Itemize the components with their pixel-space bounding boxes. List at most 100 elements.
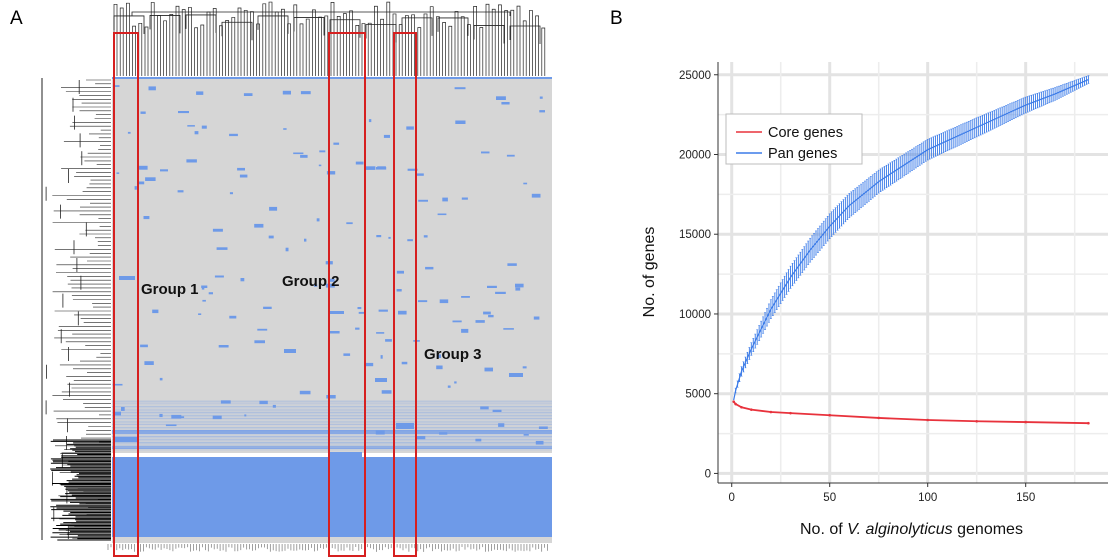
- core-genes-point: [734, 402, 737, 406]
- column-tick-labels: [107, 544, 548, 552]
- heatmap-cell: [439, 299, 449, 304]
- core-genes-point: [769, 410, 773, 414]
- dendrogram-branch: [349, 10, 353, 76]
- dendrogram-branch: [437, 17, 469, 36]
- heatmap-cell: [187, 125, 195, 127]
- heatmap-cell: [454, 87, 466, 90]
- heatmap-accessory-row: [112, 413, 552, 415]
- heatmap-cell: [355, 161, 364, 165]
- heatmap-cell: [160, 169, 168, 172]
- dendrogram-branch: [374, 5, 378, 76]
- heatmap-cell: [314, 284, 318, 287]
- core-genes-point: [926, 418, 929, 422]
- axis-ticks: 0 5000 10000 15000 20000 25000 0 50 100 150: [679, 70, 1035, 504]
- heatmap-cell: [475, 320, 485, 323]
- dendrogram-branch: [386, 1, 391, 76]
- heatmap-cell: [229, 315, 237, 319]
- dendrogram-branch: [429, 6, 434, 76]
- dendrogram-branch: [460, 16, 465, 76]
- heatmap-accessory-row: [112, 403, 552, 404]
- group-highlights: [113, 32, 417, 557]
- heatmap-cell: [214, 275, 224, 278]
- group-3-highlight-box: [393, 32, 417, 557]
- dendrogram-branch: [126, 2, 130, 76]
- heatmap-accessory-row: [112, 400, 552, 401]
- heatmap-accessory-row: [112, 425, 552, 427]
- dendrogram-branch: [268, 1, 273, 76]
- heatmap-cell: [364, 362, 374, 367]
- heatmap-cell: [357, 307, 362, 310]
- heatmap-cell: [240, 278, 245, 282]
- heatmap-cell: [376, 235, 382, 238]
- heatmap-cell: [380, 355, 383, 359]
- core-genes-point: [740, 405, 743, 409]
- heatmap-cell: [418, 300, 428, 303]
- heatmap-cell: [483, 311, 491, 315]
- heatmap-cell: [396, 289, 402, 292]
- heatmap-cell: [165, 424, 177, 427]
- heatmap-cell: [283, 128, 287, 130]
- heatmap-cell: [398, 310, 407, 315]
- heatmap-cell: [119, 276, 135, 280]
- heatmap-cell: [436, 354, 441, 358]
- heatmap-cell: [152, 309, 159, 314]
- heatmap-cell: [143, 216, 150, 220]
- heatmap-accessory-row: [112, 434, 552, 436]
- dendrogram-branch: [212, 8, 217, 76]
- dendrogram-branch: [448, 25, 453, 76]
- dendrogram-branch: [188, 7, 192, 76]
- heatmap-cell: [239, 174, 248, 178]
- x-tick-label: 150: [1016, 492, 1035, 504]
- dendrogram-branch: [318, 16, 322, 76]
- heatmap-accessory-row: [112, 418, 552, 419]
- heatmap-cell: [396, 423, 414, 429]
- dendrogram-branch: [467, 24, 471, 76]
- dendrogram-branch: [401, 17, 433, 36]
- dendrogram-branch: [206, 11, 211, 76]
- heatmap-cell: [272, 404, 276, 408]
- core-genes-point: [828, 413, 832, 417]
- dendrogram-branch: [535, 15, 539, 76]
- dendrogram-branch: [436, 16, 440, 76]
- heatmap-cell: [461, 296, 470, 298]
- dendrogram-root: [131, 11, 511, 16]
- dendrogram-branch: [163, 20, 167, 76]
- heatmap-cell: [326, 171, 336, 175]
- core-genes-point: [877, 416, 881, 420]
- heatmap-cell: [121, 407, 125, 411]
- heatmap-cell: [492, 409, 502, 412]
- group-2-highlight-box: [328, 32, 366, 557]
- heatmap-cell: [325, 283, 335, 288]
- heatmap-dense-row: [112, 430, 552, 434]
- dendrogram-branch: [367, 22, 372, 76]
- heatmap-cell: [220, 400, 231, 404]
- y-tick-label: 25000: [679, 70, 711, 82]
- heatmap-cell: [140, 344, 148, 348]
- heatmap-cell: [254, 223, 264, 228]
- heatmap-cell: [115, 437, 137, 442]
- dendrogram-branch: [150, 2, 155, 76]
- heatmap-accessory-row: [112, 415, 552, 416]
- dendrogram-branch: [237, 7, 242, 76]
- heatmap-cell: [300, 154, 308, 158]
- legend-box: [725, 113, 863, 165]
- y-tick-label: 0: [705, 468, 711, 480]
- dendrogram-branch: [231, 17, 236, 76]
- heatmap-dense-row: [112, 446, 552, 449]
- dendrogram-branch: [194, 27, 198, 76]
- heatmap-accessory-row: [112, 401, 552, 403]
- heatmap-cell: [406, 126, 414, 130]
- heatmap-accessory-row: [112, 439, 552, 440]
- x-axis-title-suffix: genomes: [953, 521, 1023, 538]
- heatmap-accessory-row: [112, 419, 552, 421]
- dendrogram-branch: [299, 23, 304, 76]
- heatmap-cell: [244, 414, 247, 417]
- heatmap-cell: [481, 151, 490, 154]
- heatmap-cell: [455, 120, 466, 124]
- dendrogram-branch: [250, 11, 254, 76]
- heatmap-accessory-row: [112, 406, 552, 407]
- dendrogram-branch: [149, 15, 181, 34]
- column-dendrogram: [113, 1, 546, 76]
- heatmap-cell: [539, 96, 543, 99]
